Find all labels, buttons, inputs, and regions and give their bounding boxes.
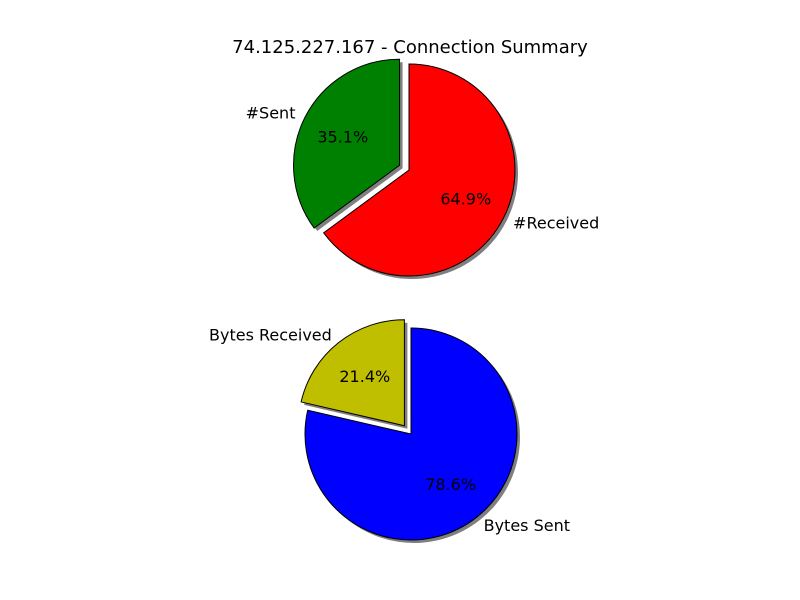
wedge-received: [322, 63, 516, 277]
wedge-label-received: #Received: [513, 214, 599, 233]
wedge-label-sent: #Sent: [246, 104, 296, 123]
wedge-bytes-received: [300, 319, 405, 427]
pie-chart-messages: #Sent 35.1% #Received 64.9%: [246, 58, 599, 280]
wedge-percent-bytes-received: 21.4%: [339, 367, 390, 386]
wedge-bytes-sent: [304, 327, 518, 541]
wedge-percent-received: 64.9%: [440, 190, 491, 209]
wedge-label-bytes-sent: Bytes Sent: [484, 516, 570, 535]
chart-title: 74.125.227.167 - Connection Summary: [232, 37, 588, 58]
pie-chart-bytes: Bytes Received 21.4% Bytes Sent 78.6%: [209, 319, 570, 543]
wedge-percent-sent: 35.1%: [317, 128, 368, 147]
wedge-label-bytes-received: Bytes Received: [209, 325, 332, 344]
wedge-percent-bytes-sent: 78.6%: [425, 475, 476, 494]
wedge-sent: [293, 58, 401, 229]
